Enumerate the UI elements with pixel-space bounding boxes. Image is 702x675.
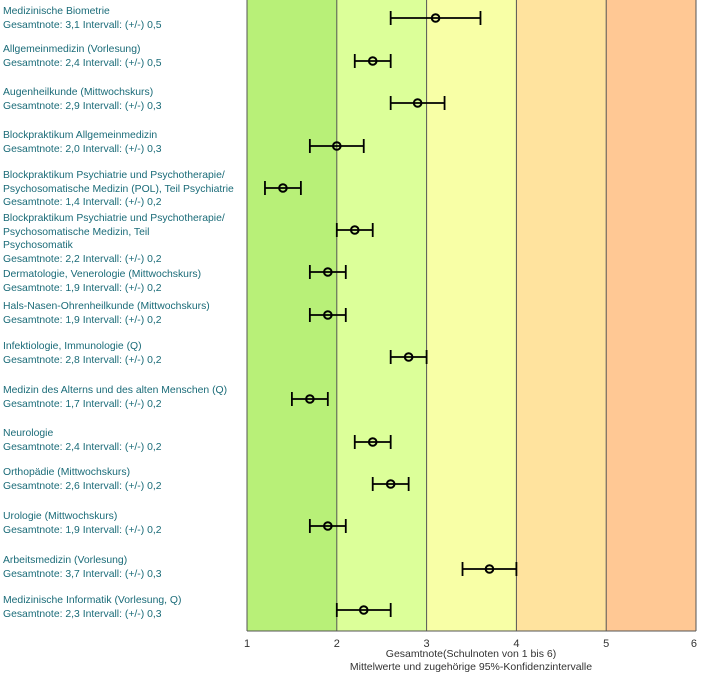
x-tick-label: 2 [334,638,340,650]
course-name: Neurologie [3,428,54,439]
course-name: Hals-Nasen-Ohrenheilkunde (Mittwochskurs… [3,301,210,312]
course-label: Neurologie Gesamtnote: 2,4 Intervall: (+/… [3,427,243,454]
mean-point-12 [385,479,396,489]
course-label: Blockpraktikum Psychiatrie und Psychothe… [3,169,243,210]
mean-point-2 [367,56,378,66]
course-summary: Gesamtnote: 2,0 Intervall: (+/-) 0,3 [3,143,162,155]
course-name: Psychosomatische Medizin, Teil [3,226,150,238]
course-label: Blockpraktikum Allgemeinmedizin Gesamtnot… [3,129,243,156]
course-summary: Gesamtnote: 2,8 Intervall: (+/-) 0,2 [3,354,162,366]
course-summary: Gesamtnote: 2,4 Intervall: (+/-) 0,2 [3,441,162,453]
x-tick-label: 5 [603,638,609,650]
course-label: Infektiologie, Immunologie (Q) Gesamtnote… [3,340,243,367]
course-name: Medizinische Biometrie [3,6,110,17]
mean-point-7 [323,267,333,277]
course-name: Psychosomatische Medizin (POL), Teil Psy… [3,183,234,195]
mean-point-4 [332,141,342,151]
course-label: Urologie (Mittwochskurs) Gesamtnote: 1,9 … [3,510,243,537]
course-name: Blockpraktikum Psychiatrie und Psychothe… [3,170,225,181]
mean-point-15 [358,605,369,615]
course-label: Orthopädie (Mittwochskurs) Gesamtnote: 2,… [3,466,243,493]
course-name: Urologie (Mittwochskurs) [3,511,118,522]
course-name: Medizin des Alterns und des alten Mensch… [3,385,228,396]
course-name: Orthopädie (Mittwochskurs) [3,467,131,478]
mean-point-5 [278,183,288,193]
x-tick-label: 4 [513,638,519,650]
x-axis-title-line2: Mittelwerte und zugehörige 95%-Konfidenz… [350,661,592,673]
x-tick-label: 3 [424,638,430,650]
course-summary: Gesamtnote: 1,9 Intervall: (+/-) 0,2 [3,524,162,536]
mean-point-9 [403,352,414,362]
course-name: Medizinische Informatik (Vorlesung, Q) [3,595,182,606]
x-tick-label: 6 [691,638,697,650]
course-name: Blockpraktikum Allgemeinmedizin [3,130,158,141]
course-label: Medizinische Informatik (Vorlesung, Q) Ge… [3,594,243,621]
course-name: Dermatologie, Venerologie (Mittwochskurs… [3,269,202,280]
course-name: Allgemeinmedizin (Vorlesung) [3,44,141,55]
course-summary: Gesamtnote: 2,3 Intervall: (+/-) 0,3 [3,608,162,620]
mean-point-10 [305,394,315,404]
mean-point-1 [430,13,441,23]
x-tick-label: 1 [244,638,250,650]
mean-point-13 [323,521,333,531]
course-label: Medizin des Alterns und des alten Mensch… [3,384,243,411]
course-summary: Gesamtnote: 2,4 Intervall: (+/-) 0,5 [3,57,162,69]
course-summary: Gesamtnote: 1,4 Intervall: (+/-) 0,2 [3,197,162,208]
course-name: Blockpraktikum Psychiatrie und Psychothe… [3,213,225,224]
course-name: Arbeitsmedizin (Vorlesung) [3,555,128,566]
course-summary: Gesamtnote: 1,9 Intervall: (+/-) 0,2 [3,282,162,294]
course-summary: Gesamtnote: 3,1 Intervall: (+/-) 0,5 [3,19,162,31]
course-summary: Gesamtnote: 3,7 Intervall: (+/-) 0,3 [3,568,162,580]
course-label: Arbeitsmedizin (Vorlesung) Gesamtnote: 3,… [3,554,243,581]
course-summary: Gesamtnote: 1,7 Intervall: (+/-) 0,2 [3,398,162,410]
course-label: Medizinische Biometrie Gesamtnote: 3,1 In… [3,5,243,32]
mean-point-11 [367,437,378,447]
course-summary: Gesamtnote: 2,9 Intervall: (+/-) 0,3 [3,100,162,112]
course-label: Allgemeinmedizin (Vorlesung) Gesamtnote: … [3,43,243,70]
grade-band-2 [336,0,427,631]
course-label: Augenheilkunde (Mittwochskurs) Gesamtnote… [3,86,243,113]
mean-point-6 [349,225,360,235]
course-label: Hals-Nasen-Ohrenheilkunde (Mittwochskurs… [3,300,243,327]
course-summary: Gesamtnote: 2,6 Intervall: (+/-) 0,2 [3,480,162,492]
course-summary: Gesamtnote: 1,9 Intervall: (+/-) 0,2 [3,314,162,326]
mean-point-8 [323,310,333,320]
mean-point-3 [412,98,423,108]
course-label: Blockpraktikum Psychiatrie und Psychothe… [3,212,243,266]
x-axis-title-line1: Gesamtnote(Schulnoten von 1 bis 6) [386,648,556,660]
course-label: Dermatologie, Venerologie (Mittwochskurs… [3,268,243,295]
course-name: Infektiologie, Immunologie (Q) [3,341,142,352]
course-summary: Gesamtnote: 2,2 Intervall: (+/-) 0,2 [3,253,162,265]
grade-band-4 [516,0,607,631]
grade-band-3 [426,0,517,631]
course-name: Psychosomatik [3,240,73,251]
grade-band-5 [606,0,696,631]
course-name: Augenheilkunde (Mittwochskurs) [3,87,154,98]
mean-point-14 [484,564,495,574]
